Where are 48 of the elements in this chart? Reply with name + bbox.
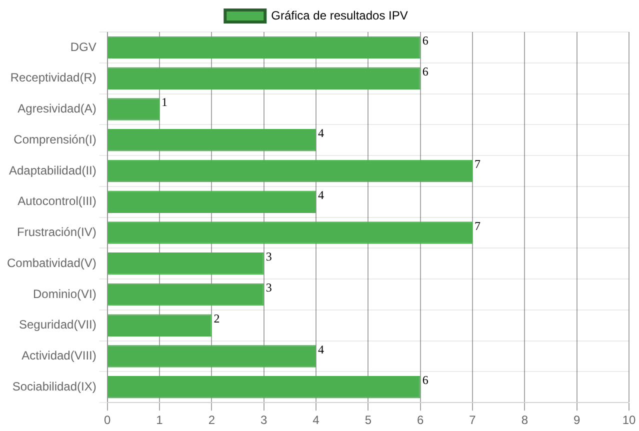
y-tick-label: Combatividad(V) [6,256,96,270]
data-label: 4 [318,126,324,140]
x-tick-label: 6 [417,413,424,428]
x-tick-label: 10 [622,413,636,428]
bar [108,36,420,59]
y-tick-label: Autocontrol(III) [18,194,96,208]
y-tick-label: Agresividad(A) [18,102,96,116]
y-tick-label: Comprensión(I) [14,132,96,146]
legend-label: Gráfica de resultados IPV [271,8,408,22]
bar [108,222,473,244]
y-tick-label: Frustración(IV) [17,225,96,240]
x-tick-label: 5 [364,413,372,428]
y-tick-label: DGV [70,40,96,54]
x-tick-label: 8 [521,413,528,428]
x-tick-label: 4 [312,413,320,428]
data-label: 6 [422,33,428,48]
y-tick-label: Seguridad(VII) [18,318,96,332]
bar [108,314,212,337]
y-tick-label: Adaptabilidad(II) [8,163,96,178]
data-label: 7 [474,157,481,172]
data-label: 3 [266,280,272,295]
x-tick-label: 7 [469,413,476,428]
x-tick-label: 1 [156,413,164,428]
data-label: 2 [214,311,220,326]
bar [108,345,316,368]
data-label: 7 [474,218,481,233]
bar [108,190,316,213]
bar [108,376,420,398]
data-label: 4 [318,188,324,202]
x-tick-label: 0 [104,413,112,428]
y-tick-label: Sociabilidad(IX) [12,379,96,394]
bar [108,252,264,275]
data-label: 3 [266,250,272,264]
bar [108,67,420,90]
data-label: 6 [422,64,428,78]
data-label: 1 [162,95,168,110]
y-tick-label: Actividad(VIII) [22,348,96,363]
bar [108,160,473,182]
x-tick-label: 9 [573,413,580,428]
data-label: 6 [422,373,428,388]
bar [108,283,264,306]
data-label: 4 [318,342,324,356]
x-tick-label: 2 [208,413,216,428]
y-tick-label: Receptividad(R) [10,70,96,85]
bar [108,128,316,152]
y-tick-label: Dominio(VI) [33,286,96,301]
x-tick-label: 3 [260,413,268,428]
bar [108,98,160,120]
